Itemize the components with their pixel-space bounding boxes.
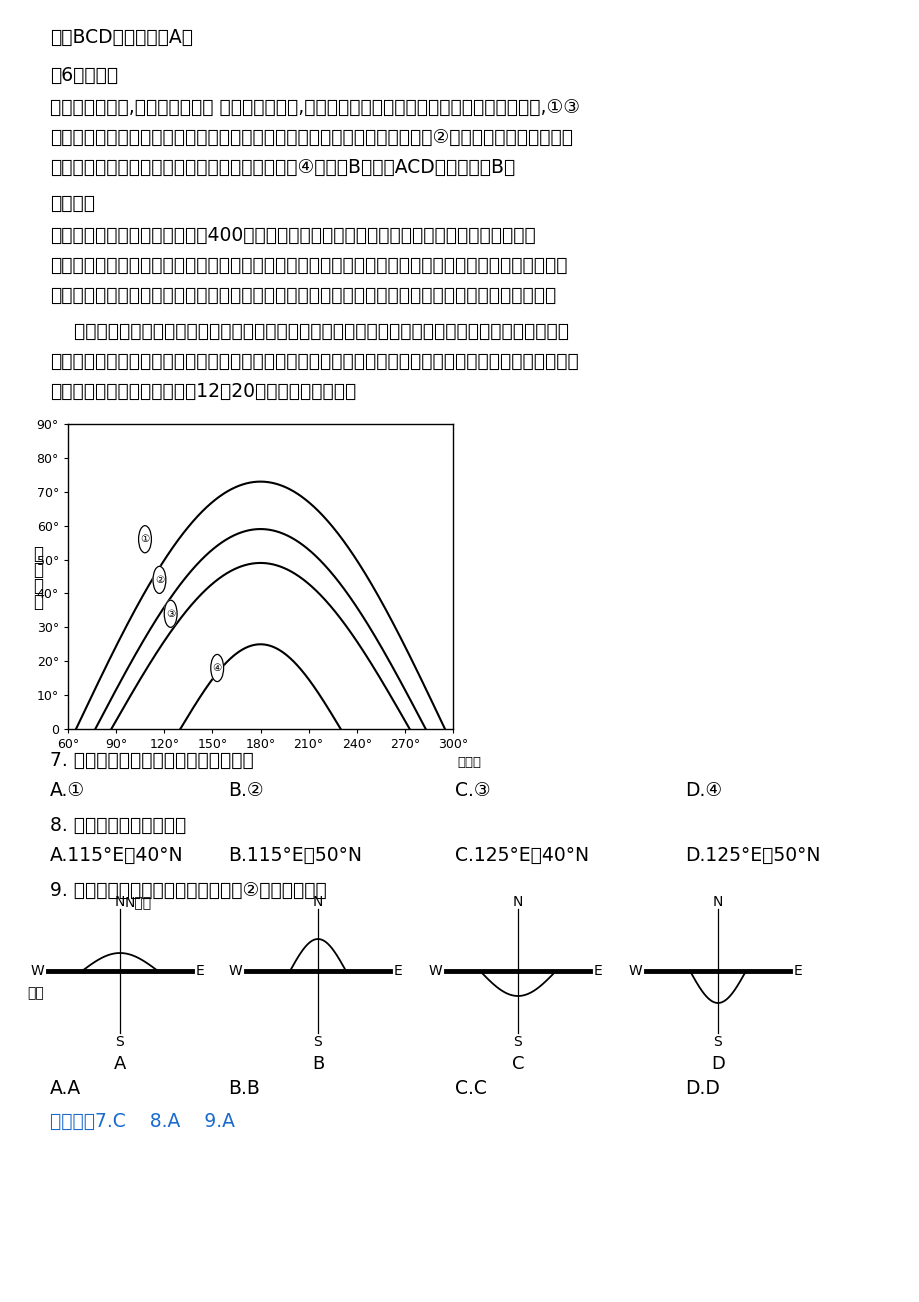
- Text: C: C: [511, 1055, 524, 1073]
- Text: 阳: 阳: [33, 560, 43, 578]
- Text: 校旗杆日影最短时为北京时间12：20分。完成下面小题。: 校旗杆日影最短时为北京时间12：20分。完成下面小题。: [50, 381, 356, 401]
- Circle shape: [210, 655, 223, 681]
- Text: W: W: [427, 963, 441, 978]
- Text: D.125°E，50°N: D.125°E，50°N: [685, 846, 820, 865]
- Text: 为主。这条分界线不仅标志着气候和植被类型的转变，也反映了不同地区生态系统和生产方式的差异。: 为主。这条分界线不仅标志着气候和植被类型的转变，也反映了不同地区生态系统和生产方…: [50, 286, 556, 305]
- Text: D.④: D.④: [685, 781, 721, 799]
- Text: 方位角: 方位角: [458, 756, 482, 769]
- Text: C.C: C.C: [455, 1079, 486, 1098]
- Text: N: N: [512, 894, 523, 909]
- Text: ①: ①: [141, 534, 150, 544]
- Text: E: E: [196, 963, 205, 978]
- Text: A.115°E，40°N: A.115°E，40°N: [50, 846, 184, 865]
- Text: 杆影: 杆影: [28, 986, 44, 1000]
- Text: D.D: D.D: [685, 1079, 719, 1098]
- Text: 8. 该校地理位置接近（）: 8. 该校地理位置接近（）: [50, 816, 186, 835]
- Text: 义，它将中国大致划分为东西两部分。东部地区主要分布着种植业、林业和渔业，而西部地区则以畜牧业: 义，它将中国大致划分为东西两部分。东部地区主要分布着种植业、林业和渔业，而西部地…: [50, 256, 567, 275]
- Text: 方位角是指从某地的正北方向起，按顺时针方向至观测目标间的水平夹角。某校地理社团耗时一年坚: 方位角是指从某地的正北方向起，按顺时针方向至观测目标间的水平夹角。某校地理社团耗…: [50, 322, 568, 341]
- Text: N: N: [115, 894, 125, 909]
- Text: S: S: [713, 1035, 721, 1049]
- Text: 确，BCD错误。故选A。: 确，BCD错误。故选A。: [50, 29, 193, 47]
- Text: E: E: [393, 963, 403, 978]
- Text: W: W: [30, 963, 44, 978]
- Text: ③: ③: [165, 609, 176, 618]
- Text: B.115°E，50°N: B.115°E，50°N: [228, 846, 361, 865]
- Text: 正确。朝辞白帝彩云间，千里江陵一日还，是描写长江三峡地区，不在图中，②错误；不识庐山真面目，: 正确。朝辞白帝彩云间，千里江陵一日还，是描写长江三峡地区，不在图中，②错误；不识…: [50, 128, 573, 147]
- Text: E: E: [793, 963, 802, 978]
- Text: ②: ②: [154, 575, 164, 585]
- Text: A: A: [114, 1055, 126, 1073]
- Text: ④: ④: [212, 663, 221, 673]
- Text: S: S: [313, 1035, 322, 1049]
- Text: N方位: N方位: [125, 894, 152, 909]
- Text: 度: 度: [33, 592, 43, 611]
- Text: A.A: A.A: [50, 1079, 81, 1098]
- Text: S: S: [513, 1035, 522, 1049]
- Text: N: N: [312, 894, 323, 909]
- Text: 太: 太: [33, 544, 43, 562]
- Text: 7. 该地春分日的太阳视运动轨迹是（）: 7. 该地春分日的太阳视运动轨迹是（）: [50, 751, 254, 769]
- Text: 半湿润区与半干旱区的分界线是400毫米年等降水量线，这一分界线在中国地理中具有重要的意: 半湿润区与半干旱区的分界线是400毫米年等降水量线，这一分界线在中国地理中具有重…: [50, 227, 535, 245]
- Text: 【6题详解】: 【6题详解】: [50, 66, 118, 85]
- Text: W: W: [228, 963, 242, 978]
- Text: 高: 高: [33, 577, 43, 595]
- Text: B.②: B.②: [228, 781, 264, 799]
- Text: 9. 下列四幅杆影日变化示意图，符合②曲线的是（）: 9. 下列四幅杆影日变化示意图，符合②曲线的是（）: [50, 881, 326, 900]
- Text: 【答案】7.C    8.A    9.A: 【答案】7.C 8.A 9.A: [50, 1112, 234, 1131]
- Text: 只缘身在此山中是描写了江西庐山，也不在图中，④错误，B正确，ACD错误。故选B。: 只缘身在此山中是描写了江西庐山，也不在图中，④错误，B正确，ACD错误。故选B。: [50, 158, 515, 177]
- Circle shape: [165, 600, 176, 628]
- Text: N: N: [712, 894, 722, 909]
- Text: A.①: A.①: [50, 781, 85, 799]
- Text: 云横秦岭家何在,雪拥蓝关马不前 欲渡黄河冰塞川,将登太行雪满山是对该区域秦岭和太行山的描写,①③: 云横秦岭家何在,雪拥蓝关马不前 欲渡黄河冰塞川,将登太行雪满山是对该区域秦岭和太…: [50, 98, 579, 117]
- Text: 【点睛】: 【点睛】: [50, 194, 95, 214]
- Text: C.125°E，40°N: C.125°E，40°N: [455, 846, 588, 865]
- Text: B.B: B.B: [228, 1079, 259, 1098]
- Text: B: B: [312, 1055, 323, 1073]
- Text: W: W: [628, 963, 641, 978]
- Circle shape: [139, 526, 152, 553]
- Circle shape: [153, 566, 165, 594]
- Text: 持开展观测活动，同学们结合观测记录与软件模拟，绘制了当地部分日期太阳周日视运动轨迹图（图），该: 持开展观测活动，同学们结合观测记录与软件模拟，绘制了当地部分日期太阳周日视运动轨…: [50, 352, 578, 371]
- Text: E: E: [594, 963, 602, 978]
- Text: S: S: [116, 1035, 124, 1049]
- Text: D: D: [710, 1055, 724, 1073]
- Text: C.③: C.③: [455, 781, 490, 799]
